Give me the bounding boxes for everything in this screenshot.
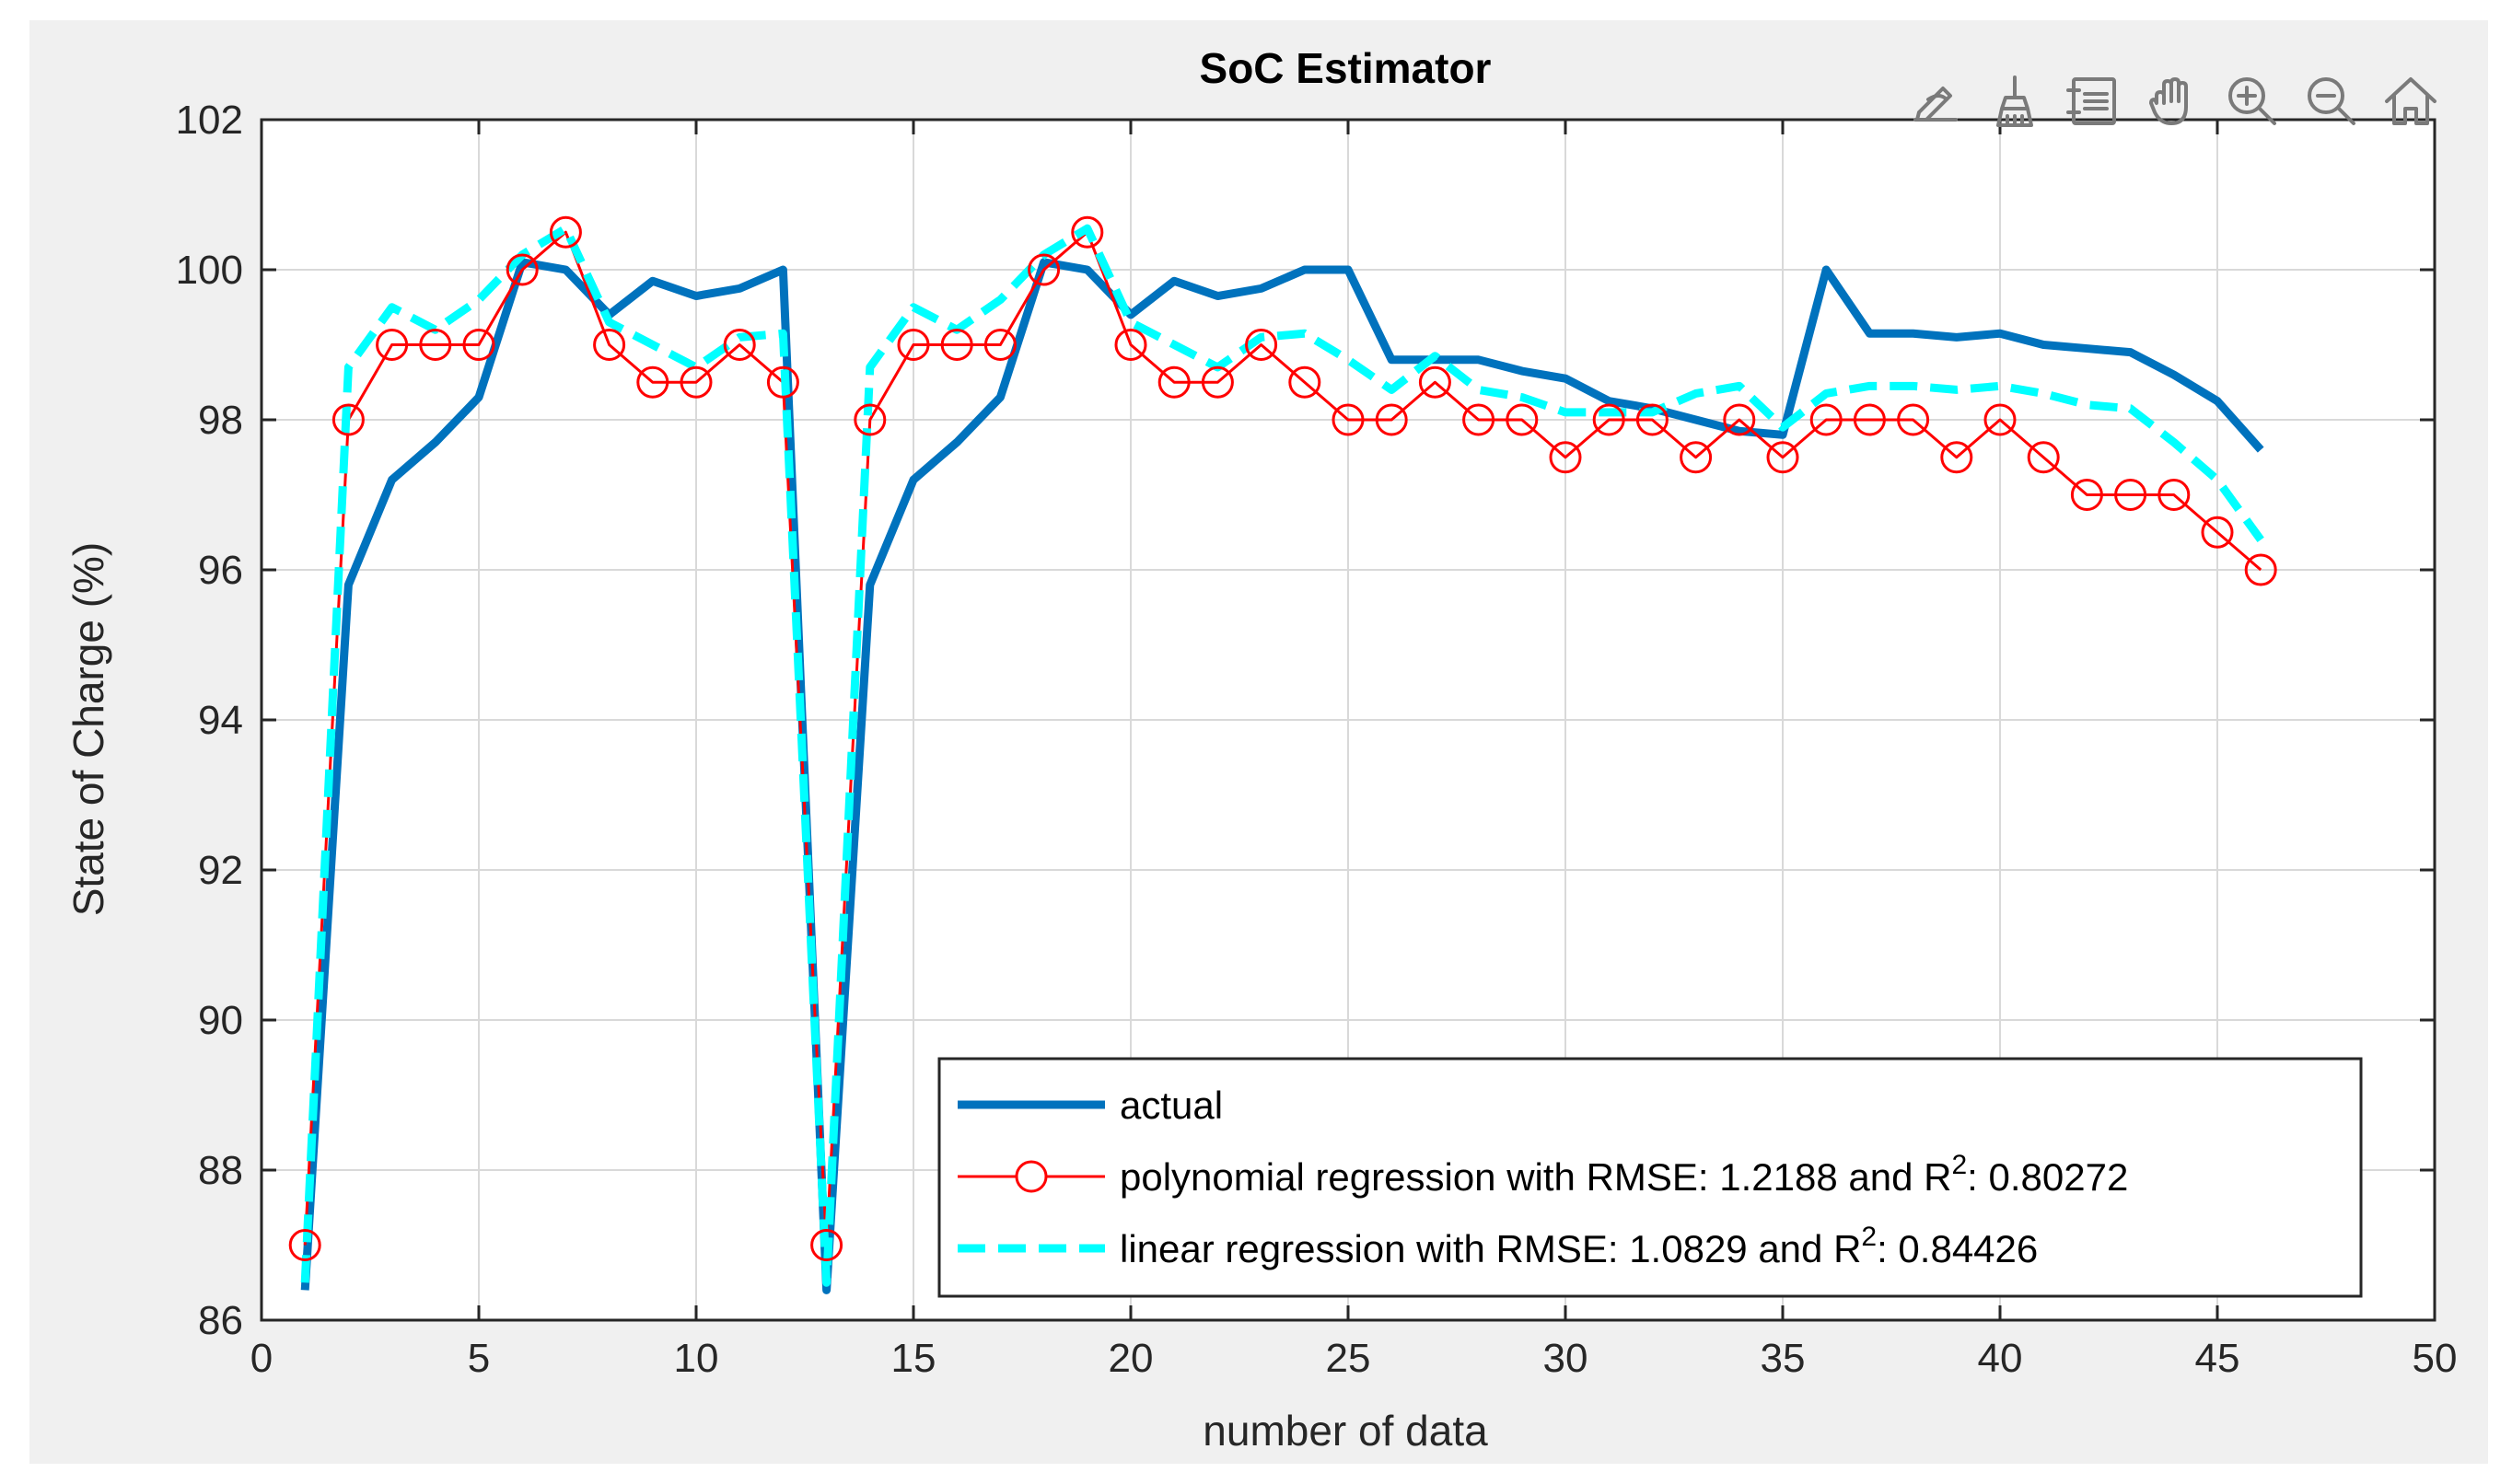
polynomial-point [1418,365,1451,399]
polynomial-point [1723,403,1756,436]
x-tick-label: 20 [1109,1336,1154,1381]
y-tick-label: 102 [176,98,243,143]
y-tick-label: 96 [198,548,243,593]
series-line-linear [300,224,2264,1287]
y-tick-label: 98 [198,398,243,443]
x-tick-label: 45 [2195,1336,2240,1381]
polynomial-point [376,329,409,361]
polynomial-point [897,329,930,361]
polynomial-point [462,329,495,361]
polynomial-point [854,403,887,436]
brush-icon[interactable] [1978,64,2052,138]
x-tick-label: 5 [468,1336,490,1381]
polynomial-point [2244,553,2277,586]
y-tick-label: 100 [176,248,243,293]
polynomial-point [1549,441,1582,474]
polynomial-point [1635,403,1669,436]
home-icon[interactable] [2374,64,2448,138]
legend-label-superscript: 2 [1951,1150,1967,1180]
polynomial-point [1462,403,1495,436]
polynomial-point [940,329,973,361]
x-tick-label: 10 [674,1336,719,1381]
edit-plot-icon[interactable] [1899,64,1972,138]
zoom-in-icon[interactable] [2215,64,2289,138]
polynomial-point [1506,403,1539,436]
polynomial-point [1809,403,1843,436]
y-tick-label: 94 [198,698,243,743]
polynomial-point [766,365,799,399]
y-tick-label: 90 [198,998,243,1043]
legend-entry-linear: linear regression with RMSE: 1.0829 and … [958,1222,2038,1270]
polynomial-point [419,329,452,361]
polynomial-point [2114,479,2147,511]
y-axis-label: State of Charge (%) [64,542,112,917]
polynomial-point [2070,479,2103,511]
polynomial-point [506,253,539,286]
legend-label-value: : 0.84426 [1877,1227,2038,1270]
polynomial-point [1245,329,1278,361]
polynomial-point [636,365,669,399]
chart-title: SoC Estimator [1200,44,1492,92]
legend-entry-polynomial: polynomial regression with RMSE: 1.2188 … [958,1150,2128,1199]
figure-panel: 0 5 10 15 20 25 30 35 40 45 50 86 88 90 92 94 96 98 100 102… [29,20,2488,1464]
polynomial-point [1028,253,1061,286]
y-tick-label: 88 [198,1148,243,1193]
legend-marker-polynomial [1015,1160,1048,1193]
polynomial-point [1375,403,1408,436]
x-tick-label: 40 [1978,1336,2023,1381]
polynomial-point [1332,403,1365,436]
polynomial-point [810,1229,843,1261]
series-line-actual [300,258,2264,1294]
legend-label: actual [1120,1084,1223,1127]
legend-label-value: : 0.80272 [1967,1155,2128,1199]
polynomial-point [723,329,756,361]
legend-label: linear regression with RMSE: 1.0829 and … [1120,1222,2038,1270]
y-tick-label: 92 [198,848,243,893]
plot-svg: 0 5 10 15 20 25 30 35 40 45 50 86 88 90 92 94 96 98 100 102… [64,44,2458,1455]
x-tick-label: 35 [1761,1336,1806,1381]
legend-box [937,1057,2363,1298]
y-tick-label: 86 [198,1298,243,1343]
polynomial-point [1940,441,1973,474]
x-tick-label: 15 [891,1336,936,1381]
polynomial-point [549,215,582,249]
polynomial-point [593,329,626,361]
polynomial-point [983,329,1017,361]
legend-label-text: linear regression with RMSE: 1.0829 and … [1120,1227,1861,1270]
pan-icon[interactable] [2136,64,2210,138]
legend-label-text: actual [1120,1084,1223,1127]
x-axis-label: number of data [1203,1407,1488,1455]
polynomial-point [1983,403,2017,436]
polynomial-point [1853,403,1886,436]
polynomial-point [1288,365,1321,399]
polynomial-point [1071,215,1104,249]
polynomial-point [1114,329,1147,361]
series-line-polynomial [303,230,2262,1246]
polynomial-point [1157,365,1191,399]
x-tick-label: 30 [1543,1336,1588,1381]
polynomial-point [680,365,713,399]
polynomial-point [1201,365,1234,399]
x-tick-label: 25 [1326,1336,1371,1381]
legend-label-superscript: 2 [1861,1222,1877,1252]
x-tick-label: 50 [2413,1336,2458,1381]
legend-label-text: polynomial regression with RMSE: 1.2188 … [1120,1155,1951,1199]
polynomial-point [2027,441,2060,474]
polynomial-point [1766,441,1799,474]
zoom-out-icon[interactable] [2295,64,2368,138]
x-tick-label: 0 [250,1336,273,1381]
polynomial-point [1897,403,1930,436]
polynomial-point [331,403,365,436]
legend-entry-actual: actual [958,1084,1223,1127]
legend-label: polynomial regression with RMSE: 1.2188 … [1120,1150,2128,1199]
polynomial-point [288,1229,321,1261]
polynomial-point [2157,479,2191,511]
polynomial-point [1592,403,1625,436]
polynomial-point [1680,441,1713,474]
legend-icon[interactable] [2057,64,2131,138]
figure-toolbar [1899,64,2448,138]
polynomial-point [2201,516,2234,549]
